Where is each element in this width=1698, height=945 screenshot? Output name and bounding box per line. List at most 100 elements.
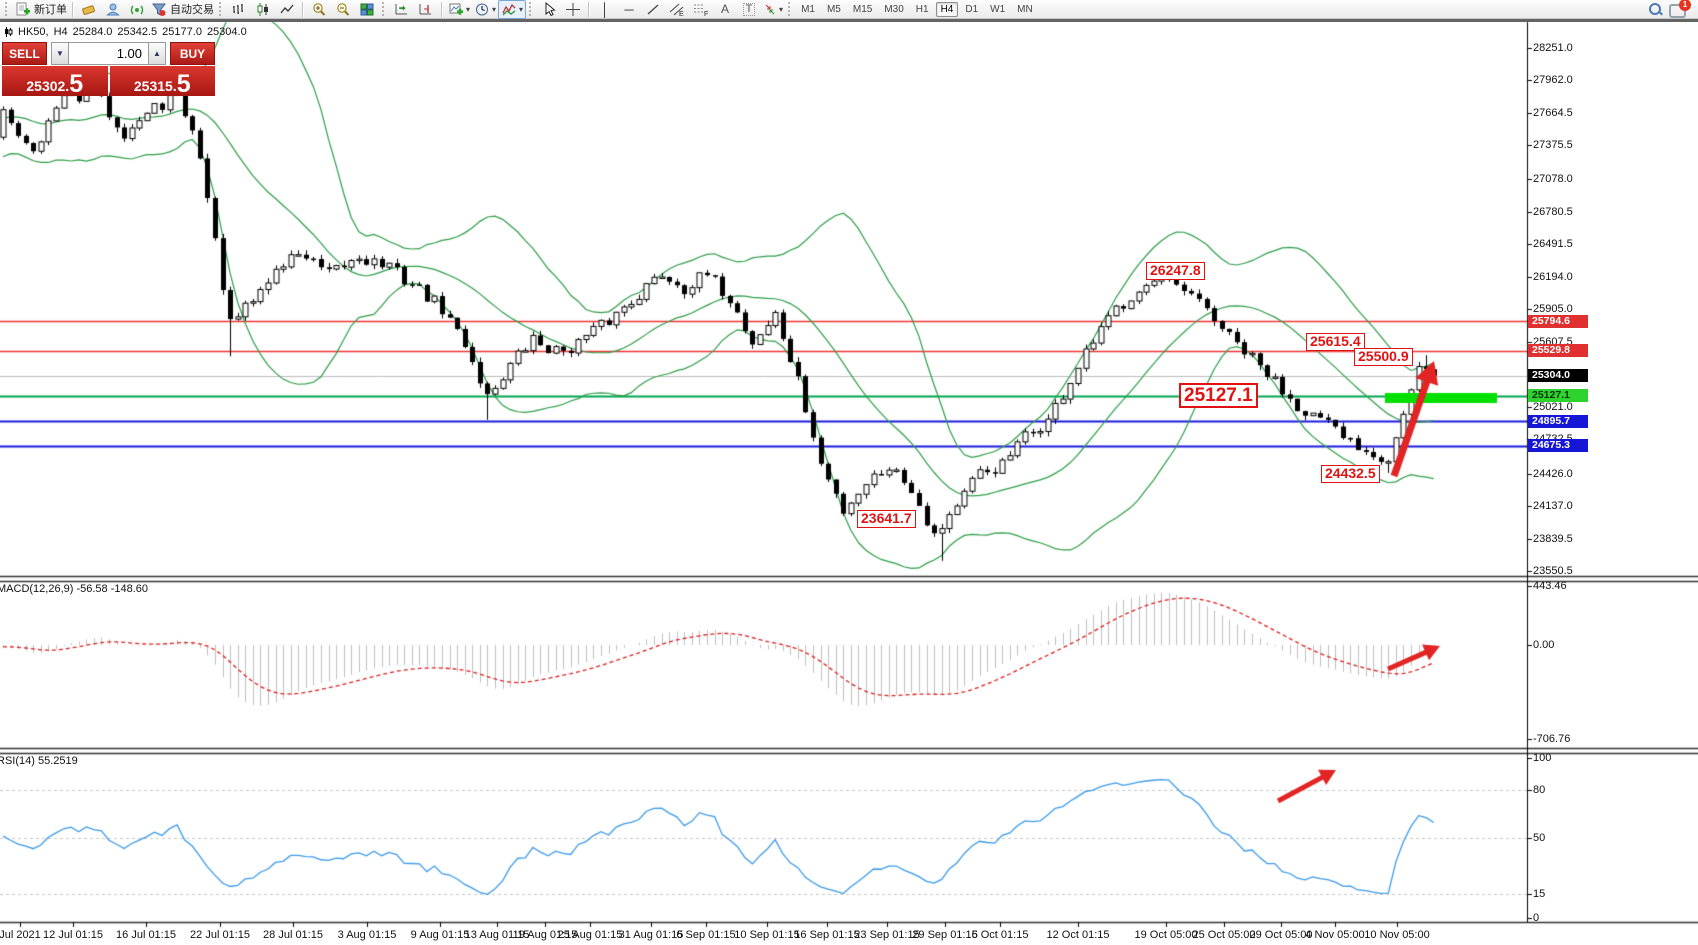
tile-windows-icon bbox=[360, 3, 374, 15]
svg-text:E: E bbox=[679, 11, 684, 17]
timeframe-button-MN[interactable]: MN bbox=[1017, 3, 1033, 15]
price-axis-badge: 25304.0 bbox=[1528, 369, 1588, 383]
indicators-button[interactable]: ▾ bbox=[498, 0, 527, 19]
time-tick: 4 Nov 05:00 bbox=[1305, 929, 1365, 941]
toolbar-grip[interactable] bbox=[529, 2, 534, 16]
periods-button[interactable]: ▾ bbox=[472, 1, 498, 18]
crosshair-button[interactable] bbox=[561, 1, 585, 18]
buy-button[interactable]: BUY bbox=[170, 42, 215, 65]
time-tick: 22 Jul 01:15 bbox=[190, 929, 250, 941]
new-order-label: 新订单 bbox=[34, 4, 67, 16]
toolbar-grip[interactable] bbox=[788, 2, 793, 16]
text-label-icon: T bbox=[742, 2, 756, 16]
cursor-button[interactable] bbox=[537, 1, 561, 18]
chart-mini-icon bbox=[5, 27, 13, 37]
rsi-axis-tick: 100 bbox=[1533, 752, 1552, 764]
chart-shift-icon bbox=[419, 3, 431, 14]
chat-icon[interactable]: 1 bbox=[1669, 0, 1691, 18]
timeframe-button-M5[interactable]: M5 bbox=[826, 3, 841, 15]
toolbar-grip[interactable] bbox=[219, 2, 224, 16]
price-tick: 26194.0 bbox=[1533, 270, 1573, 283]
timeframe-button-H4[interactable]: H4 bbox=[935, 1, 959, 17]
timeframe-button-M30[interactable]: M30 bbox=[884, 3, 904, 15]
toolbar-grip[interactable] bbox=[5, 2, 10, 16]
timeframe-button-W1[interactable]: W1 bbox=[990, 3, 1006, 15]
time-tick: Jul 2021 bbox=[0, 929, 41, 941]
vertical-line-tool[interactable]: │ bbox=[593, 1, 617, 18]
new-template-button[interactable]: ▾ bbox=[446, 1, 472, 18]
price-tick: 26780.5 bbox=[1533, 205, 1573, 218]
price-tick: 27962.0 bbox=[1533, 74, 1573, 87]
candlestick-chart-icon bbox=[257, 2, 268, 16]
time-tick: 23 Sep 01:15 bbox=[854, 929, 920, 941]
community-button[interactable] bbox=[101, 1, 125, 18]
zoom-in-button[interactable] bbox=[307, 1, 331, 18]
zoom-out-icon bbox=[337, 2, 350, 16]
timeframe-button-M15[interactable]: M15 bbox=[852, 3, 873, 15]
time-tick: 19 Oct 05:00 bbox=[1134, 929, 1198, 941]
time-tick: 29 Oct 05:00 bbox=[1249, 929, 1313, 941]
equidistant-channel-tool[interactable]: E bbox=[665, 1, 689, 18]
trendline-tool[interactable] bbox=[641, 1, 665, 18]
sell-price-button[interactable]: 25302. 5 bbox=[2, 66, 108, 96]
time-tick: 29 Sep 01:15 bbox=[912, 929, 978, 941]
signals-button[interactable] bbox=[125, 1, 149, 18]
arrows-tool[interactable]: ▾ bbox=[761, 1, 785, 18]
price-axis-badge: 25794.6 bbox=[1528, 314, 1588, 328]
auto-scroll-button[interactable] bbox=[390, 1, 414, 18]
price-axis-badge: 24895.7 bbox=[1528, 414, 1588, 428]
candlestick-chart-button[interactable] bbox=[251, 1, 275, 18]
eraser-button[interactable] bbox=[77, 1, 101, 18]
dropdown-caret: ▾ bbox=[779, 4, 784, 14]
sell-button[interactable]: SELL bbox=[2, 42, 47, 65]
toolbar-grip[interactable] bbox=[382, 2, 387, 16]
volume-increase-button[interactable]: ▲ bbox=[148, 42, 166, 65]
time-tick: 28 Jul 01:15 bbox=[263, 929, 323, 941]
bar-chart-icon bbox=[233, 3, 243, 14]
crosshair-icon bbox=[566, 2, 581, 16]
zoom-out-button[interactable] bbox=[331, 1, 355, 18]
auto-scroll-icon bbox=[395, 3, 407, 14]
text-label-tool[interactable]: T bbox=[737, 1, 761, 18]
ohlc-low: 25177.0 bbox=[162, 26, 202, 38]
price-tick: 23839.5 bbox=[1533, 532, 1573, 545]
price-annotation: 24432.5 bbox=[1321, 465, 1380, 483]
volume-input[interactable]: 1.00 bbox=[69, 42, 148, 65]
text-tool[interactable]: A bbox=[713, 1, 737, 18]
ohlc-close: 25304.0 bbox=[206, 26, 247, 38]
price-tick: 26491.5 bbox=[1533, 237, 1573, 250]
price-axis-badge: 25529.8 bbox=[1528, 344, 1588, 358]
price-tick: 24137.0 bbox=[1533, 499, 1573, 512]
timeframe-button-M1[interactable]: M1 bbox=[801, 3, 815, 15]
price-annotation: 23641.7 bbox=[857, 510, 916, 528]
time-tick: 25 Aug 01:15 bbox=[557, 929, 623, 941]
fibonacci-tool[interactable]: F bbox=[689, 1, 713, 18]
separator bbox=[441, 1, 443, 17]
time-tick: 6 Sep 01:15 bbox=[676, 929, 736, 941]
symbol-name: HK50, bbox=[18, 26, 49, 38]
rsi-axis-tick: 15 bbox=[1533, 888, 1546, 900]
volume-decrease-button[interactable]: ▼ bbox=[51, 42, 69, 65]
bar-chart-button[interactable] bbox=[227, 1, 251, 18]
ohlc-high: 25342.5 bbox=[117, 26, 158, 38]
new-order-button[interactable]: 新订单 bbox=[13, 1, 69, 18]
time-tick: 12 Oct 01:15 bbox=[1046, 929, 1110, 941]
time-tick: 9 Aug 01:15 bbox=[410, 929, 470, 941]
search-icon[interactable] bbox=[1649, 3, 1661, 15]
price-annotation: 25500.9 bbox=[1354, 348, 1413, 366]
timeframe-button-H1[interactable]: H1 bbox=[915, 3, 929, 15]
indicators-icon bbox=[502, 3, 516, 15]
price-tick: 27664.5 bbox=[1533, 107, 1573, 120]
buy-price-button[interactable]: 25315. 5 bbox=[109, 66, 215, 96]
dropdown-caret: ▾ bbox=[519, 4, 524, 14]
line-chart-icon bbox=[280, 4, 294, 13]
price-tick: 28251.0 bbox=[1533, 42, 1573, 54]
timeframe-button-D1[interactable]: D1 bbox=[965, 3, 979, 15]
line-chart-button[interactable] bbox=[275, 1, 299, 18]
horizontal-line-tool[interactable]: ─ bbox=[617, 1, 641, 18]
chart-shift-button[interactable] bbox=[414, 1, 438, 18]
tile-windows-button[interactable] bbox=[355, 1, 379, 18]
auto-trading-button[interactable]: 自动交易 bbox=[149, 1, 216, 18]
